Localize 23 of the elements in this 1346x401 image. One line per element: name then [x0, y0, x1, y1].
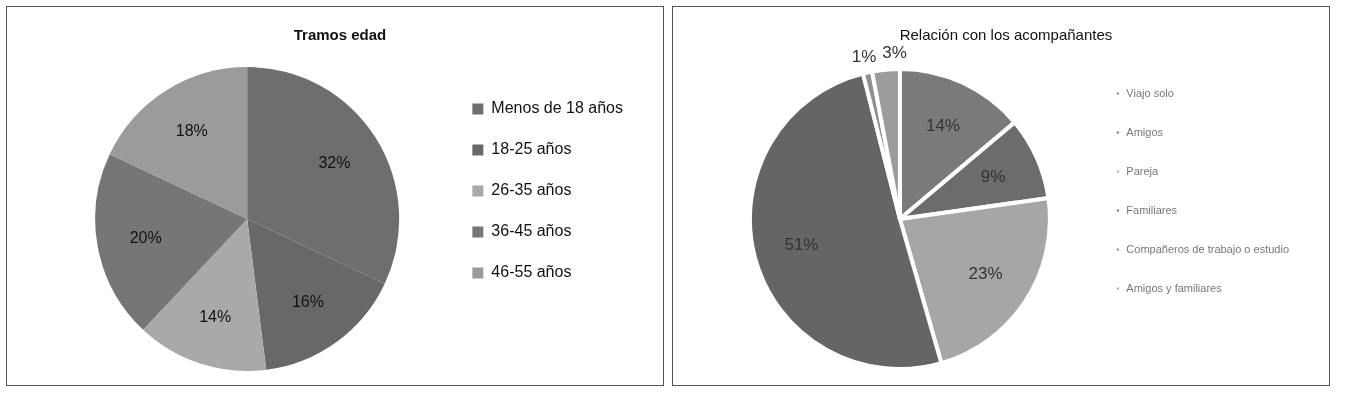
data-label: 1% — [851, 46, 877, 66]
legend-label: Viajo solo — [1126, 86, 1174, 99]
legend-label: 26-35 años — [491, 181, 572, 199]
data-label: 32% — [318, 154, 351, 172]
legend-label: Menos de 18 años — [491, 99, 624, 117]
chart-title: Relación con los acompañantes — [899, 26, 1113, 44]
data-label: 14% — [199, 307, 232, 325]
legend-label: Familiares — [1126, 203, 1178, 216]
legend-label: 46-55 años — [491, 263, 572, 281]
legend-label: Compañeros de trabajo o estudio — [1126, 242, 1290, 255]
legend-label: 36-45 años — [491, 222, 572, 240]
data-label: 18% — [175, 122, 208, 140]
data-label: 9% — [980, 167, 1006, 187]
data-label: 14% — [925, 116, 960, 136]
data-label: 20% — [129, 228, 162, 246]
data-label: 3% — [882, 43, 907, 63]
legend-label: Amigos y familiares — [1126, 281, 1223, 294]
legend-label: Amigos — [1126, 125, 1164, 138]
legend-label: Pareja — [1126, 164, 1160, 177]
chart-title: Tramos edad — [293, 26, 387, 44]
legend-label: 18-25 años — [491, 140, 572, 158]
data-label: 16% — [291, 293, 324, 311]
data-label: 23% — [968, 264, 1003, 284]
